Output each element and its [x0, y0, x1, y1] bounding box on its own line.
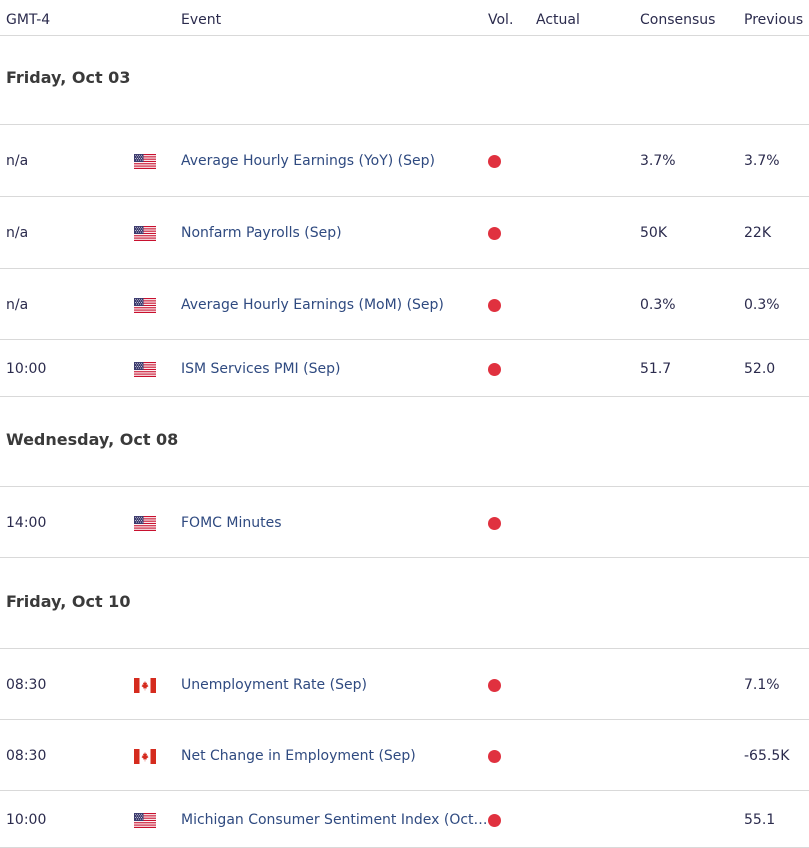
high-volatility-dot-icon [488, 516, 501, 530]
event-name-link[interactable]: FOMC Minutes [181, 514, 282, 531]
event-name-link[interactable]: Net Change in Employment (Sep) [181, 747, 416, 764]
previous-value: 52.0 [744, 360, 776, 377]
high-volatility-dot-icon [488, 155, 501, 168]
consensus-column-header: Consensus [640, 12, 716, 28]
consensus-value: 0.3% [640, 296, 676, 313]
event-name-link[interactable]: Average Hourly Earnings (YoY) (Sep) [181, 153, 435, 169]
calendar-header: GMT-4 Event Vol. Actual Consensus Previo… [0, 0, 809, 36]
actual-column-header: Actual [536, 12, 580, 28]
event-row[interactable]: 08:30 Unemployment Rate (Sep) 7.1% [0, 648, 809, 720]
us-flag-icon [134, 515, 156, 531]
high-volatility-dot-icon [488, 298, 501, 312]
day-heading: Friday, Oct 10 [6, 592, 131, 611]
event-name-link[interactable]: Nonfarm Payrolls (Sep) [181, 225, 342, 241]
day-heading: Wednesday, Oct 08 [6, 430, 179, 449]
day-heading: Friday, Oct 03 [6, 68, 131, 87]
consensus-value: 51.7 [640, 360, 672, 377]
event-time: n/a [6, 296, 29, 313]
event-row[interactable]: 10:00 ISM Services PMI (Sep) 51.7 52.0 [0, 339, 809, 397]
divider [0, 557, 809, 558]
high-volatility-dot-icon [488, 749, 501, 763]
previous-value: -65.5K [744, 747, 790, 764]
us-flag-icon [134, 361, 156, 377]
consensus-value: 3.7% [640, 153, 676, 169]
previous-value: 3.7% [744, 153, 780, 169]
event-time: n/a [6, 225, 29, 241]
event-row[interactable]: 10:00 Michigan Consumer Sentiment Index … [0, 790, 809, 848]
previous-value: 7.1% [744, 676, 780, 693]
divider [0, 396, 809, 397]
previous-value: 0.3% [744, 296, 780, 313]
us-flag-icon [134, 297, 156, 313]
event-row[interactable]: n/a Nonfarm Payrolls (Sep) 50K 22K [0, 196, 809, 269]
previous-column-header: Previous [744, 12, 804, 28]
timezone-header: GMT-4 [6, 12, 51, 28]
ca-flag-icon [134, 748, 156, 764]
event-time: 10:00 [6, 811, 47, 828]
high-volatility-dot-icon [488, 678, 501, 692]
previous-value: 22K [744, 225, 771, 241]
event-row[interactable]: n/a Average Hourly Earnings (MoM) (Sep) 0… [0, 268, 809, 340]
us-flag-icon [134, 226, 156, 241]
volatility-column-header: Vol. [488, 12, 514, 28]
event-time: 08:30 [6, 747, 47, 764]
us-flag-icon [134, 812, 156, 828]
event-time: n/a [6, 153, 29, 169]
event-row[interactable]: 14:00 FOMC Minutes [0, 486, 809, 558]
event-column-header: Event [181, 12, 222, 28]
previous-value: 55.1 [744, 811, 776, 828]
consensus-value: 50K [640, 225, 667, 241]
event-name-link[interactable]: ISM Services PMI (Sep) [181, 360, 341, 377]
ca-flag-icon [134, 677, 156, 693]
high-volatility-dot-icon [488, 813, 501, 827]
event-time: 08:30 [6, 676, 47, 693]
event-row[interactable]: n/a Average Hourly Earnings (YoY) (Sep) 3… [0, 124, 809, 197]
event-time: 10:00 [6, 360, 47, 377]
event-name-link[interactable]: Michigan Consumer Sentiment Index (Oct).… [181, 811, 489, 828]
event-row[interactable]: 08:30 Net Change in Employment (Sep) -65.… [0, 719, 809, 791]
high-volatility-dot-icon [488, 227, 501, 240]
high-volatility-dot-icon [488, 362, 501, 376]
event-name-link[interactable]: Unemployment Rate (Sep) [181, 676, 367, 693]
event-name-link[interactable]: Average Hourly Earnings (MoM) (Sep) [181, 296, 444, 313]
event-time: 14:00 [6, 514, 47, 531]
us-flag-icon [134, 154, 156, 169]
